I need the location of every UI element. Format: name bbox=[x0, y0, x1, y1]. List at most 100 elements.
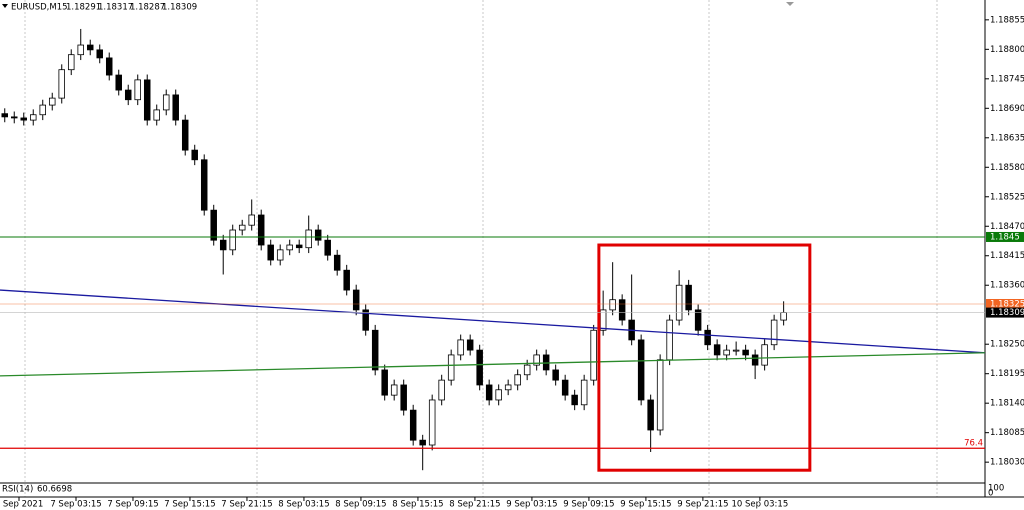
close: 1.18309 bbox=[162, 3, 197, 13]
candle-body bbox=[409, 409, 417, 441]
candle-body bbox=[324, 239, 331, 256]
candle-body bbox=[485, 384, 493, 401]
candle-body bbox=[618, 299, 626, 321]
candle-body bbox=[704, 329, 711, 346]
candle-body bbox=[723, 349, 730, 356]
candle-body bbox=[637, 339, 645, 401]
y-tick-label: 1.18855 bbox=[990, 15, 1024, 25]
candle-body bbox=[713, 344, 721, 356]
x-tick-label: 7 Sep 21:15 bbox=[221, 500, 272, 510]
candle-body bbox=[143, 79, 151, 121]
candle-body bbox=[381, 369, 388, 396]
y-tick-label: 1.18580 bbox=[990, 163, 1024, 173]
candle-body bbox=[39, 104, 46, 116]
y-tick-label: 1.18470 bbox=[990, 222, 1024, 232]
x-tick-label: 8 Sep 15:15 bbox=[392, 500, 443, 510]
candle-body bbox=[447, 354, 455, 381]
candle-body bbox=[96, 49, 103, 59]
candle-body bbox=[599, 309, 607, 331]
candle-body bbox=[523, 364, 531, 376]
candle-body bbox=[29, 114, 37, 121]
candle-body bbox=[333, 254, 341, 271]
candle-body bbox=[267, 244, 274, 261]
candle-body bbox=[552, 369, 559, 381]
candle-body bbox=[609, 299, 616, 311]
x-tick-label: 8 Sep 21:15 bbox=[449, 500, 500, 510]
candle-body bbox=[210, 209, 217, 241]
candle-body bbox=[732, 349, 740, 352]
candle-body bbox=[134, 79, 141, 101]
separators bbox=[24, 0, 938, 497]
candle-body bbox=[590, 329, 597, 381]
y-tick-label: 1.18360 bbox=[990, 281, 1024, 291]
x-tick-label: 9 Sep 03:15 bbox=[506, 500, 557, 510]
level-label: 76.4 bbox=[964, 439, 983, 449]
candle-body bbox=[1, 113, 8, 118]
x-tick-label: 10 Sep 03:15 bbox=[732, 500, 789, 510]
candle-body bbox=[742, 349, 749, 356]
candle-body bbox=[438, 379, 445, 401]
candle-body bbox=[124, 89, 132, 101]
candle-body bbox=[685, 284, 692, 311]
y-tick-label: 1.18250 bbox=[990, 340, 1024, 350]
candle-body bbox=[751, 354, 759, 366]
price-box-label: 1.18325 bbox=[990, 299, 1024, 309]
candle-body bbox=[571, 394, 578, 406]
highlight-box bbox=[597, 243, 812, 472]
candle-body bbox=[305, 229, 312, 249]
candle-body bbox=[770, 319, 778, 346]
y-tick-label: 1.18635 bbox=[990, 133, 1024, 143]
candle-body bbox=[656, 359, 664, 431]
candle-body bbox=[504, 384, 512, 391]
candle-body bbox=[172, 94, 179, 121]
candle-body bbox=[10, 116, 18, 119]
candle-body bbox=[77, 44, 84, 56]
candle-body bbox=[58, 69, 65, 99]
candle-body bbox=[666, 319, 673, 361]
candle-body bbox=[20, 117, 27, 121]
x-tick-label: 9 Sep 15:15 bbox=[620, 500, 671, 510]
symbol: EURUSD,M15 bbox=[11, 3, 68, 13]
candle-body bbox=[200, 159, 208, 211]
y-tick-label: 1.18195 bbox=[990, 369, 1024, 379]
candle-body bbox=[191, 149, 198, 161]
candle-body bbox=[238, 224, 246, 231]
candle-body bbox=[314, 229, 322, 241]
x-tick-label: 7 Sep 15:15 bbox=[164, 500, 215, 510]
candle-body bbox=[343, 269, 350, 291]
y-tick-label: 1.18085 bbox=[990, 428, 1024, 438]
candle-body bbox=[419, 439, 426, 446]
candle-body bbox=[48, 97, 56, 106]
candle-body bbox=[67, 54, 75, 71]
candle-body bbox=[761, 344, 768, 366]
open: 1.18291 bbox=[66, 3, 101, 13]
price-box-label: 1.18309 bbox=[990, 308, 1024, 318]
shift-marker bbox=[786, 2, 794, 6]
x-tick-label: 8 Sep 03:15 bbox=[278, 500, 329, 510]
x-tick-label: 8 Sep 09:15 bbox=[335, 500, 386, 510]
candle-body bbox=[495, 389, 502, 401]
y-tick-label: 1.18030 bbox=[990, 458, 1024, 468]
candle-body bbox=[371, 329, 379, 371]
candle-body bbox=[248, 214, 255, 226]
candle-body bbox=[780, 312, 787, 321]
candle-body bbox=[390, 384, 398, 396]
candle-body bbox=[181, 119, 189, 151]
candle-body bbox=[428, 399, 436, 446]
candle-body bbox=[457, 339, 464, 356]
x-tick-label: 9 Sep 09:15 bbox=[563, 500, 614, 510]
rsi-tick-label: 100 bbox=[988, 484, 1004, 494]
y-tick-label: 1.18745 bbox=[990, 74, 1024, 84]
candle-body bbox=[466, 339, 474, 351]
candle-body bbox=[286, 244, 293, 251]
candle-body bbox=[115, 74, 122, 91]
price-box bbox=[986, 298, 1024, 309]
candle-body bbox=[229, 229, 236, 251]
rsi-label: RSI(14) bbox=[2, 485, 33, 495]
x-tick-label: 7 Sep 03:15 bbox=[50, 500, 101, 510]
low: 1.18287 bbox=[130, 3, 165, 13]
rsi-tick-label: 0 bbox=[988, 489, 993, 499]
menu-arrow bbox=[2, 4, 8, 8]
candle-body bbox=[580, 379, 588, 406]
